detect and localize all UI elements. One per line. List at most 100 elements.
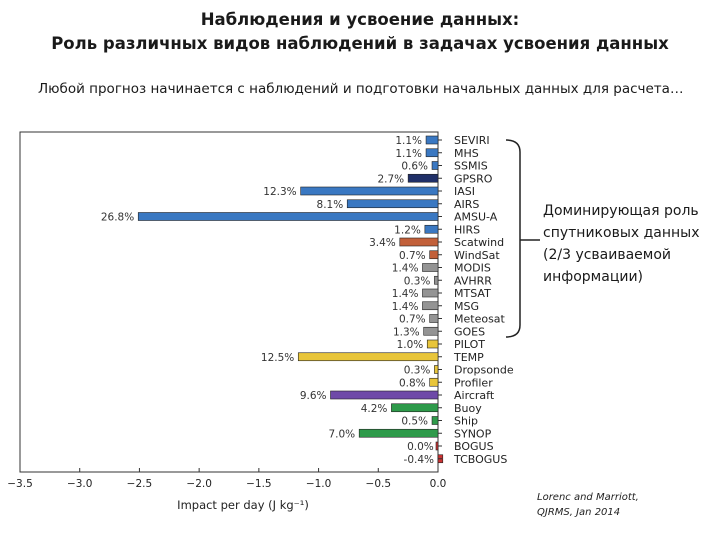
- category-label: WindSat: [454, 249, 500, 262]
- category-label: AMSU-A: [454, 211, 498, 224]
- category-label: MHS: [454, 147, 479, 160]
- category-label: AVHRR: [454, 274, 492, 287]
- data-label: 1.3%: [393, 326, 420, 338]
- data-label: 26.8%: [101, 212, 134, 224]
- subtitle: Любой прогноз начинается с наблюдений и …: [38, 81, 684, 97]
- category-label: HIRS: [454, 223, 480, 236]
- bar: [346, 199, 439, 209]
- category-label: PILOT: [454, 338, 485, 351]
- category-label: Meteosat: [454, 313, 506, 326]
- bar: [429, 314, 439, 323]
- source-citation: Lorenc and Marriott, QJRMS, Jan 2014: [537, 490, 717, 520]
- x-tick-label: −1.5: [246, 478, 272, 490]
- data-label: 8.1%: [317, 199, 344, 211]
- source-line-1: Lorenc and Marriott,: [537, 492, 639, 503]
- title-line-1: Наблюдения и усвоение данных:: [200, 10, 520, 29]
- plot-frame: [19, 131, 439, 473]
- category-label: MTSAT: [454, 287, 491, 300]
- bar: [422, 301, 439, 311]
- data-label: 0.8%: [399, 377, 426, 389]
- data-label: 0.6%: [401, 161, 428, 173]
- source-line-2: QJRMS, Jan 2014: [537, 507, 621, 518]
- data-label: 1.1%: [395, 148, 422, 160]
- data-label: 12.3%: [263, 186, 296, 198]
- annotation-line: спутниковых данных: [543, 225, 700, 241]
- bar: [429, 377, 439, 387]
- bar: [300, 186, 439, 196]
- data-label: 9.6%: [300, 390, 327, 402]
- title-line-2: Роль различных видов наблюдений в задача…: [51, 34, 669, 53]
- data-label: 1.1%: [395, 135, 422, 147]
- category-label: Profiler: [454, 376, 493, 389]
- data-label: 1.4%: [392, 263, 419, 275]
- bar: [425, 135, 439, 145]
- bar: [424, 224, 439, 234]
- bar: [426, 339, 439, 349]
- data-label: 0.7%: [399, 314, 426, 326]
- bar: [423, 326, 439, 336]
- bar: [358, 428, 439, 438]
- category-label: BOGUS: [454, 440, 494, 453]
- data-label: 0.0%: [407, 441, 434, 453]
- data-label: 7.0%: [328, 428, 355, 440]
- data-label: 1.2%: [394, 224, 421, 236]
- x-tick-label: −3.0: [67, 478, 93, 490]
- x-tick-label: 0.0: [430, 478, 447, 490]
- bar: [435, 441, 439, 451]
- x-tick-label: −2.5: [127, 478, 153, 490]
- category-label: TEMP: [453, 351, 484, 364]
- bar: [137, 212, 439, 221]
- bar: [399, 237, 439, 247]
- data-label: 1.0%: [397, 339, 424, 351]
- data-label: 1.4%: [392, 288, 419, 300]
- category-label: Aircraft: [454, 389, 495, 402]
- x-axis-label: Impact per day (J kg⁻¹): [177, 498, 309, 512]
- data-label: -0.4%: [404, 454, 434, 466]
- category-label: AIRS: [454, 198, 479, 211]
- annotation-line: Доминирующая роль: [543, 203, 699, 219]
- data-label: 4.2%: [361, 403, 388, 415]
- category-label: Dropsonde: [454, 364, 514, 377]
- category-label: IASI: [454, 185, 475, 198]
- bar: [330, 390, 439, 400]
- data-label: 0.7%: [399, 250, 426, 262]
- category-label: MSG: [454, 300, 479, 313]
- bar: [422, 263, 439, 272]
- page-title: Наблюдения и усвоение данных: Роль разли…: [0, 8, 720, 56]
- category-label: TCBOGUS: [453, 453, 507, 466]
- category-label: SYNOP: [454, 427, 492, 440]
- category-label: Scatwind: [454, 236, 504, 249]
- data-label: 0.5%: [401, 416, 428, 428]
- x-tick-label: −2.0: [186, 478, 212, 490]
- x-tick-label: −3.5: [7, 478, 33, 490]
- category-label: GPSRO: [454, 172, 493, 185]
- data-label: 3.4%: [369, 237, 396, 249]
- x-tick-label: −0.5: [366, 478, 392, 490]
- category-label: Ship: [454, 415, 478, 428]
- satellite-annotation: Доминирующая роль спутниковых данных (2/…: [543, 200, 718, 288]
- bar: [434, 365, 439, 374]
- x-tick-label: −1.0: [306, 478, 332, 490]
- bar: [407, 173, 439, 183]
- category-label: GOES: [454, 325, 485, 338]
- data-label: 1.4%: [392, 301, 419, 313]
- bar: [391, 403, 439, 413]
- bar: [431, 161, 439, 170]
- category-label: MODIS: [454, 262, 491, 275]
- bar: [429, 250, 439, 260]
- bar: [297, 352, 439, 362]
- data-label: 0.3%: [404, 365, 431, 377]
- bar: [431, 416, 439, 425]
- category-label: SSMIS: [454, 160, 488, 173]
- annotation-line: информации): [543, 269, 644, 285]
- data-label: 12.5%: [261, 352, 294, 364]
- satellite-bracket: [505, 139, 521, 338]
- bar: [422, 288, 439, 298]
- category-label: Buoy: [454, 402, 482, 415]
- data-label: 0.3%: [404, 275, 431, 287]
- bar: [425, 148, 439, 158]
- category-label: SEVIRI: [454, 134, 490, 147]
- data-label: 2.7%: [377, 173, 404, 185]
- annotation-line: (2/3 усваиваемой: [543, 247, 672, 263]
